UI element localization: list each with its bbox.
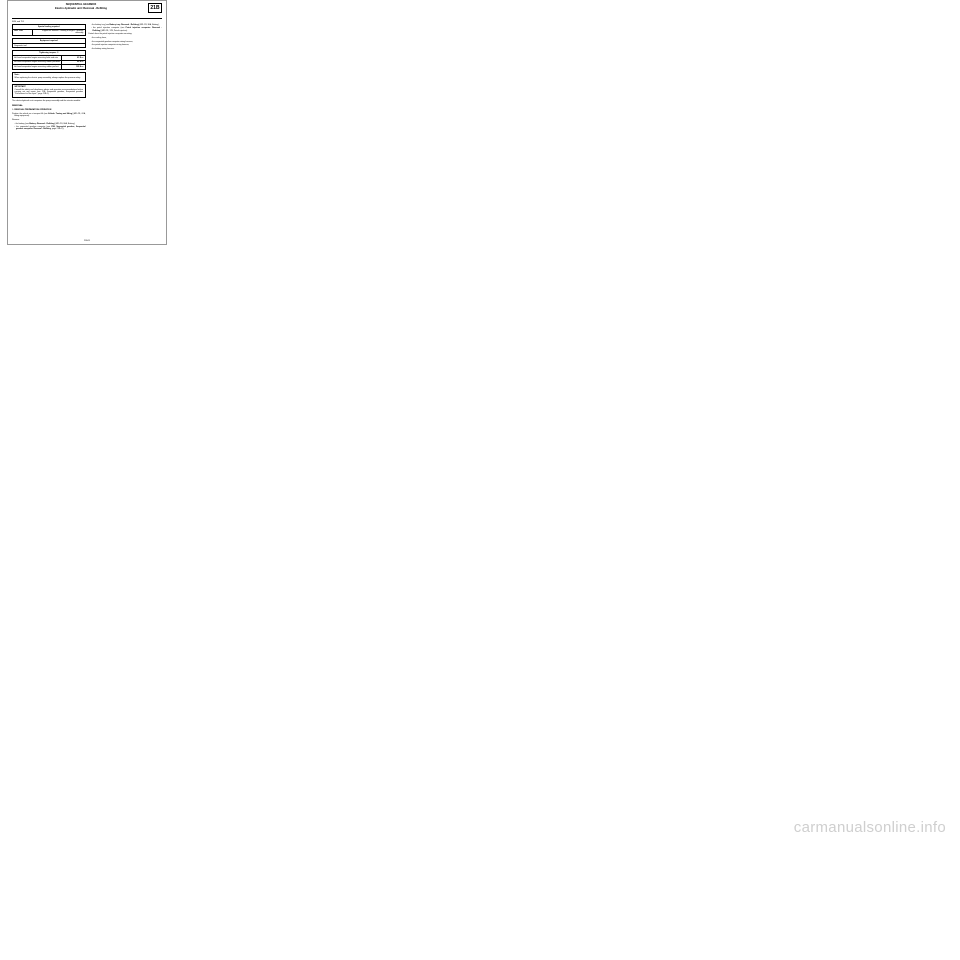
tooling-desc: Support for removal - refitting of engin… xyxy=(33,29,85,36)
step-subitem: - the sequential gearbox computer (see 2… xyxy=(12,126,86,131)
torque-value: 105 N.m xyxy=(62,65,85,70)
torques-table: Tightening torques ☉ left-hand suspended… xyxy=(12,50,86,69)
manual-page: SEQUENTIAL GEARBOX Electro-hydraulic uni… xyxy=(7,0,167,245)
step-subitem: - the cooling hose, xyxy=(89,37,163,39)
step-item: Remove: xyxy=(12,119,86,121)
page-title: Electro-hydraulic unit: Removal - Refitt… xyxy=(26,7,136,10)
page-header: SEQUENTIAL GEARBOX Electro-hydraulic uni… xyxy=(12,3,162,16)
torque-name: left-hand suspended engine mounting rubb… xyxy=(13,65,62,70)
step-item: Detach from the petrol injection compute… xyxy=(89,33,163,35)
step-subitem: - the battery (see Battery: Removal - Re… xyxy=(12,123,86,125)
chapter-code-box: 21B xyxy=(148,3,162,13)
removal-step1-heading: I - REMOVAL PREPARATION OPERATION xyxy=(12,109,86,111)
step-item: Position the vehicle on a two-post lift … xyxy=(12,113,86,118)
right-column: - the battery tray (see Battery tray: Re… xyxy=(89,24,163,132)
variant-note: K4M, and 753 xyxy=(12,21,162,23)
tooling-code: Mot. 1390 xyxy=(13,29,33,36)
step-subitem: - the petrol injection computer (see Pet… xyxy=(89,27,163,32)
special-tooling-table: Special tooling required Mot. 1390 Suppo… xyxy=(12,24,86,36)
chapter-title: SEQUENTIAL GEARBOX xyxy=(26,3,136,6)
important-box: IMPORTANT Consult the safety and cleanli… xyxy=(12,84,86,98)
note-title: Note: xyxy=(15,74,84,76)
equipment-row: Diagnostic tool xyxy=(13,43,86,48)
step-subitem: - the battery wiring harness. xyxy=(89,48,163,50)
step-subitem: - the battery tray (see Battery tray: Re… xyxy=(89,24,163,26)
step-subitem: - the petrol injection computer wiring h… xyxy=(89,44,163,46)
removal-heading: REMOVAL xyxy=(12,105,86,107)
step-subitem: - the sequential gearbox computer wiring… xyxy=(89,41,163,43)
note-box: Note: When replacing the electric pump a… xyxy=(12,72,86,82)
equipment-table: Equipment required Diagnostic tool xyxy=(12,38,86,48)
important-body: Consult the safety and cleanliness advic… xyxy=(15,89,84,96)
header-divider xyxy=(12,18,162,19)
intro-line: The electro-hydraulic unit comprises the… xyxy=(12,100,86,102)
note-body: When replacing the electric pump assembl… xyxy=(15,77,81,79)
page-number: 21B-11 xyxy=(8,240,166,242)
watermark: carmanualsonline.info xyxy=(794,819,946,836)
left-column: Special tooling required Mot. 1390 Suppo… xyxy=(12,24,86,132)
important-title: IMPORTANT xyxy=(15,86,84,88)
